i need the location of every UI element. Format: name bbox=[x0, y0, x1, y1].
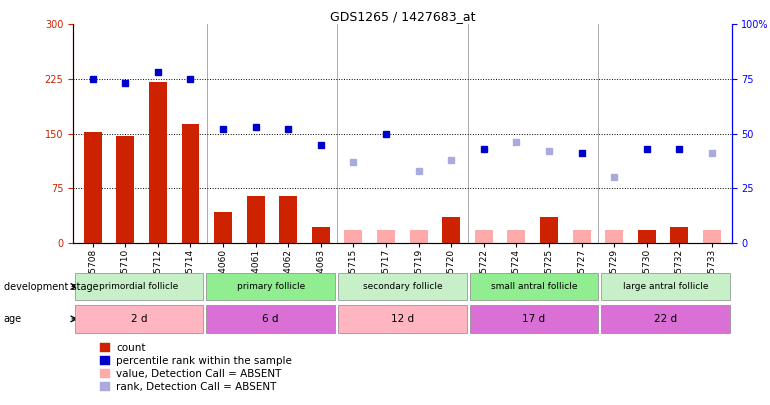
Text: primordial follicle: primordial follicle bbox=[99, 282, 179, 291]
Title: GDS1265 / 1427683_at: GDS1265 / 1427683_at bbox=[330, 10, 475, 23]
Text: secondary follicle: secondary follicle bbox=[363, 282, 442, 291]
Bar bbox=[470, 273, 598, 300]
Bar bbox=[280, 196, 297, 243]
Bar bbox=[182, 124, 199, 243]
Bar bbox=[601, 273, 730, 300]
Bar bbox=[75, 305, 203, 333]
Bar bbox=[540, 217, 558, 243]
Text: 17 d: 17 d bbox=[522, 314, 546, 324]
Text: value, Detection Call = ABSENT: value, Detection Call = ABSENT bbox=[116, 369, 282, 379]
Bar bbox=[206, 273, 335, 300]
Bar bbox=[344, 230, 363, 243]
Bar bbox=[470, 305, 598, 333]
Bar bbox=[312, 227, 330, 243]
Bar bbox=[149, 82, 167, 243]
Bar bbox=[573, 230, 591, 243]
Text: 6 d: 6 d bbox=[263, 314, 279, 324]
Bar bbox=[410, 230, 427, 243]
Bar bbox=[377, 230, 395, 243]
Bar bbox=[206, 305, 335, 333]
Bar bbox=[671, 227, 688, 243]
Text: age: age bbox=[4, 314, 22, 324]
Bar bbox=[703, 230, 721, 243]
Bar bbox=[475, 230, 493, 243]
Bar bbox=[601, 305, 730, 333]
Bar bbox=[214, 212, 232, 243]
Bar bbox=[507, 230, 525, 243]
Text: primary follicle: primary follicle bbox=[236, 282, 305, 291]
Text: percentile rank within the sample: percentile rank within the sample bbox=[116, 356, 292, 366]
Text: 12 d: 12 d bbox=[390, 314, 414, 324]
Bar bbox=[605, 230, 623, 243]
Bar bbox=[338, 273, 467, 300]
Text: count: count bbox=[116, 343, 146, 353]
Text: small antral follicle: small antral follicle bbox=[490, 282, 578, 291]
Bar bbox=[84, 132, 102, 243]
Text: rank, Detection Call = ABSENT: rank, Detection Call = ABSENT bbox=[116, 382, 276, 392]
Text: large antral follicle: large antral follicle bbox=[623, 282, 708, 291]
Bar bbox=[246, 196, 265, 243]
Text: 22 d: 22 d bbox=[654, 314, 678, 324]
Bar bbox=[338, 305, 467, 333]
Text: 2 d: 2 d bbox=[131, 314, 147, 324]
Bar bbox=[638, 230, 656, 243]
Bar bbox=[442, 217, 460, 243]
Bar bbox=[116, 136, 134, 243]
Bar bbox=[75, 273, 203, 300]
Text: development stage: development stage bbox=[4, 281, 99, 292]
